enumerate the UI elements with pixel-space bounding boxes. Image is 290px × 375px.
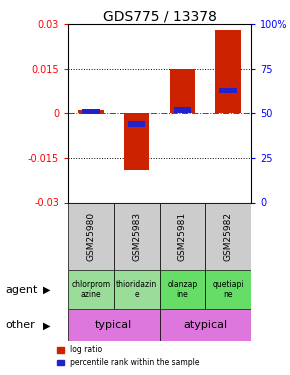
Text: chlorprom
azine: chlorprom azine [71, 280, 110, 299]
Bar [114, 202, 160, 270]
Title: GDS775 / 13378: GDS775 / 13378 [103, 9, 216, 23]
Bar [68, 270, 114, 309]
Text: GSM25980: GSM25980 [86, 211, 95, 261]
Bar [68, 309, 160, 341]
Text: GSM25981: GSM25981 [178, 211, 187, 261]
Text: GSM25983: GSM25983 [132, 211, 141, 261]
Text: atypical: atypical [183, 320, 227, 330]
Bar [160, 202, 205, 270]
Bar [174, 107, 191, 112]
Text: GSM25982: GSM25982 [224, 212, 233, 261]
Bar [205, 202, 251, 270]
Text: typical: typical [95, 320, 133, 330]
Text: agent: agent [6, 285, 38, 295]
Bar [68, 202, 114, 270]
Bar [160, 309, 251, 341]
Bar [128, 122, 145, 127]
Bar [215, 30, 241, 113]
Bar [114, 270, 160, 309]
Bar [78, 111, 104, 113]
Bar [82, 109, 100, 114]
Text: quetiapi
ne: quetiapi ne [212, 280, 244, 299]
Text: thioridazin
e: thioridazin e [116, 280, 157, 299]
Bar [160, 270, 205, 309]
Bar [219, 88, 237, 93]
Bar [205, 270, 251, 309]
Text: ▶: ▶ [43, 285, 51, 295]
Bar [170, 69, 195, 113]
Text: other: other [6, 320, 36, 330]
Bar [124, 113, 149, 170]
Legend: log ratio, percentile rank within the sample: log ratio, percentile rank within the sa… [57, 345, 199, 367]
Text: olanzap
ine: olanzap ine [167, 280, 197, 299]
Text: ▶: ▶ [43, 320, 51, 330]
